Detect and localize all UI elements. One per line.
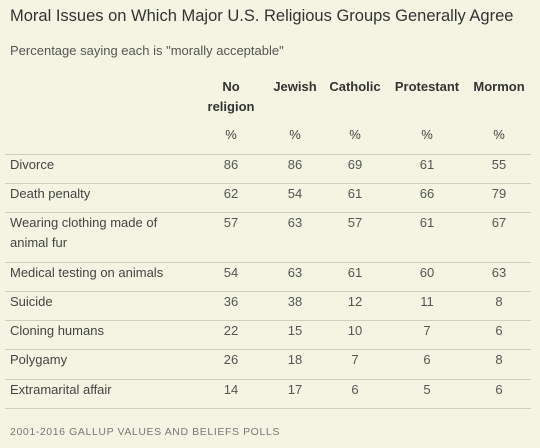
row-label: Suicide [10, 292, 190, 312]
column-header-line: religion [207, 99, 255, 114]
table-cell: 86 [223, 157, 239, 172]
row-label: Death penalty [10, 184, 190, 204]
row-label-line: Death penalty [10, 186, 91, 201]
column-unit: % [493, 127, 505, 142]
row-label: Polygamy [10, 350, 190, 370]
column-header: Protestant [367, 77, 487, 97]
column-header-line: Protestant [394, 79, 460, 94]
table-cell: 6 [423, 352, 431, 367]
row-label: Wearing clothing made of animal fur [10, 213, 190, 253]
table-cell: 11 [420, 294, 434, 309]
row-divider [5, 183, 531, 184]
table-cell: 8 [495, 294, 503, 309]
table-cell: 26 [223, 352, 239, 367]
table-cell: 55 [491, 157, 507, 172]
table-cell: 10 [347, 323, 363, 338]
row-label: Divorce [10, 155, 190, 175]
chart-subtitle: Percentage saying each is "morally accep… [10, 43, 284, 58]
table-cell: 61 [347, 265, 363, 280]
row-divider [5, 349, 531, 350]
row-label-line: Cloning humans [10, 323, 104, 338]
row-divider [5, 154, 531, 155]
row-label: Medical testing on animals [10, 263, 190, 283]
row-label-line: Extramarital affair [10, 382, 112, 397]
row-divider [5, 379, 531, 380]
row-label: Extramarital affair [10, 380, 190, 400]
table-cell: 15 [287, 323, 303, 338]
table-cell: 12 [347, 294, 363, 309]
table-cell: 67 [491, 215, 507, 230]
table-cell: 66 [419, 186, 435, 201]
row-label-line: Polygamy [10, 352, 68, 367]
table-cell: 57 [223, 215, 239, 230]
table-cell: 61 [419, 157, 435, 172]
row-divider [5, 408, 531, 409]
table-cell: 18 [287, 352, 303, 367]
table-cell: 7 [423, 323, 431, 338]
table-cell: 61 [347, 186, 363, 201]
table-cell: 14 [223, 382, 239, 397]
column-header: Catholic [295, 77, 415, 97]
chart-title: Moral Issues on Which Major U.S. Religio… [10, 7, 514, 25]
table-cell: 57 [347, 215, 363, 230]
row-label: Cloning humans [10, 321, 190, 341]
table-cell: 63 [287, 215, 303, 230]
table-cell: 63 [491, 265, 507, 280]
column-header: Jewish [235, 77, 355, 97]
column-unit: % [349, 127, 361, 142]
row-label-line: animal fur [10, 235, 68, 250]
row-divider [5, 212, 531, 213]
table-cell: 61 [419, 215, 435, 230]
table-cell: 22 [223, 323, 239, 338]
table-cell: 54 [287, 186, 303, 201]
table-cell: 36 [223, 294, 239, 309]
column-unit: % [421, 127, 433, 142]
table-cell: 6 [495, 382, 503, 397]
column-header-line: Mormon [473, 79, 525, 94]
table-cell: 5 [423, 382, 431, 397]
row-divider [5, 262, 531, 263]
column-header-line: No [222, 79, 240, 94]
row-divider [5, 291, 531, 292]
table-cell: 6 [351, 382, 359, 397]
table-cell: 8 [495, 352, 503, 367]
table-cell: 79 [491, 186, 507, 201]
table-cell: 63 [287, 265, 303, 280]
table-cell: 17 [287, 382, 303, 397]
column-unit: % [289, 127, 301, 142]
table-cell: 6 [495, 323, 503, 338]
column-header-line: Jewish [273, 79, 317, 94]
table-cell: 7 [351, 352, 359, 367]
table-cell: 38 [287, 294, 303, 309]
table-cell: 60 [419, 265, 435, 280]
row-label-line: Medical testing on animals [10, 265, 164, 280]
column-header-line: Catholic [329, 79, 381, 94]
source-note: 2001-2016 GALLUP VALUES AND BELIEFS POLL… [10, 426, 280, 438]
row-label-line: Wearing clothing made of [10, 215, 158, 230]
column-header: Mormon [439, 77, 540, 97]
table-cell: 69 [347, 157, 363, 172]
column-unit: % [225, 127, 237, 142]
row-label-line: Suicide [10, 294, 53, 309]
row-label-line: Divorce [10, 157, 55, 172]
column-header: No religion [171, 77, 291, 117]
row-divider [5, 320, 531, 321]
table-cell: 62 [223, 186, 239, 201]
table-cell: 86 [287, 157, 303, 172]
table-cell: 54 [223, 265, 239, 280]
